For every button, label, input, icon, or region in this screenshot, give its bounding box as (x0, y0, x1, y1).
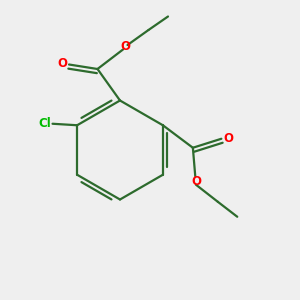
Text: O: O (57, 57, 68, 70)
Text: O: O (120, 40, 130, 53)
Text: O: O (223, 132, 233, 145)
Text: O: O (191, 175, 201, 188)
Text: Cl: Cl (38, 117, 51, 130)
